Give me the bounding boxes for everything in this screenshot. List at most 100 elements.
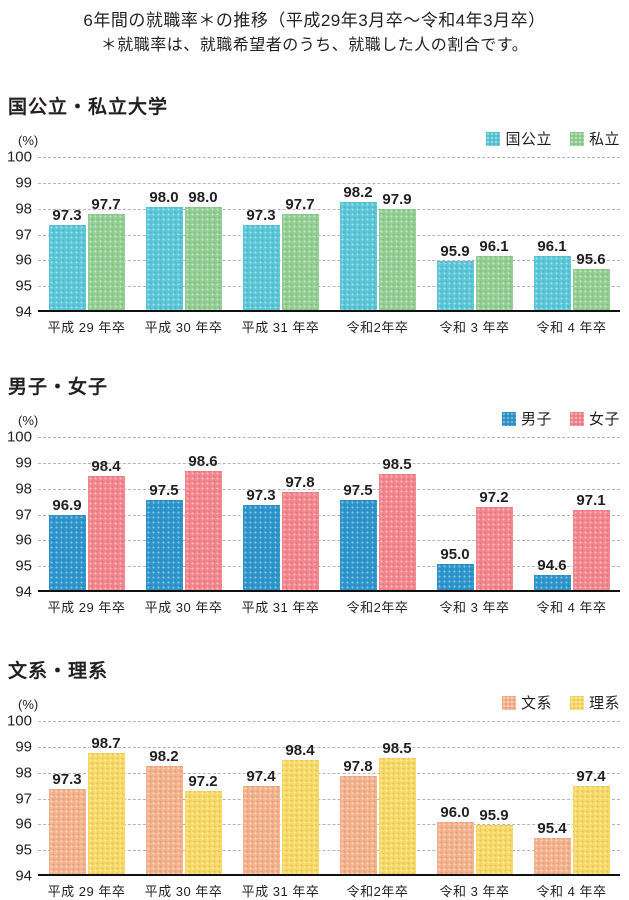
bar: 96.1 (475, 239, 513, 310)
bar-value-label: 98.4 (285, 742, 315, 760)
bar-value-label: 94.6 (537, 556, 567, 574)
x-category-label: 令和 4 年卒 (536, 884, 607, 899)
bar-group: 96.1 95.6 (523, 157, 620, 310)
y-tick-label: 94 (15, 303, 32, 321)
y-tick-label: 96 (15, 251, 32, 269)
x-category-label: 令和2年卒 (346, 884, 409, 899)
y-tick-label: 94 (15, 583, 32, 601)
bar-group: 97.5 98.6 (135, 437, 232, 590)
bar-value-label: 97.5 (343, 481, 373, 499)
x-category-label: 令和 4 年卒 (536, 600, 607, 615)
legend-label: 男子 (520, 411, 552, 428)
bar: 96.0 (436, 805, 474, 874)
bar-group: 95.9 96.1 (426, 157, 523, 310)
bar-value-label: 97.3 (246, 206, 276, 224)
bar-value-label: 95.9 (479, 806, 509, 824)
bar: 98.0 (184, 190, 222, 310)
bar-value-label: 97.2 (479, 489, 509, 507)
gridline (38, 514, 620, 516)
bar-groups: 97.3 98.7 98.2 97.2 97.4 98.4 97.8 98.5 96.0 95.9… (38, 721, 620, 874)
bar-value-label: 98.2 (343, 183, 373, 201)
bar: 97.7 (281, 197, 319, 310)
x-category-label: 令和 3 年卒 (439, 884, 510, 899)
bar-group: 95.4 97.4 (523, 721, 620, 874)
bar-group: 97.3 97.7 (38, 157, 135, 310)
y-tick-label: 95 (15, 841, 32, 859)
legend-label: 私立 (588, 131, 620, 148)
y-tick-label: 98 (15, 480, 32, 498)
legend-item: 国公立 (486, 128, 552, 149)
gridline (38, 437, 620, 438)
chart-section-humanities-sciences: 文系・理系 (%) 文系 理系 100 99 98 97 96 95 94 97.3 98.7 98… (0, 656, 629, 900)
bar-value-label: 98.2 (149, 747, 179, 765)
gridline (38, 772, 620, 774)
bar-value-label: 96.0 (440, 804, 470, 822)
x-category-label: 平成 30 年卒 (144, 884, 223, 899)
y-axis-unit-label: (%) (18, 697, 39, 712)
bar: 97.3 (242, 488, 280, 590)
bar: 97.5 (339, 483, 377, 590)
legend-item: 女子 (569, 408, 620, 429)
x-category-label: 令和 3 年卒 (439, 320, 510, 335)
bar-value-label: 98.7 (91, 734, 121, 752)
gridline (38, 798, 620, 800)
chart-title: 文系・理系 (8, 661, 109, 682)
bar-value-label: 98.6 (188, 453, 218, 471)
bar-value-label: 98.5 (382, 455, 412, 473)
bar: 97.3 (242, 208, 280, 310)
bar-value-label: 95.9 (440, 242, 470, 260)
plot-wrap: 100 99 98 97 96 95 94 96.9 98.4 97.5 98.6 97.3 97.8 9… (7, 430, 620, 600)
legend-swatch-icon (486, 131, 501, 146)
chart-meta-row: (%) 国公立 私立 (18, 127, 620, 149)
bar: 94.6 (533, 558, 571, 590)
bar-value-label: 97.2 (188, 773, 218, 791)
gridline (38, 746, 620, 748)
y-tick-label: 98 (15, 200, 32, 218)
y-axis-unit-label: (%) (18, 413, 39, 428)
bar: 95.0 (436, 547, 474, 590)
chart-title: 国公立・私立大学 (8, 97, 169, 118)
bar-value-label: 97.4 (576, 768, 606, 786)
x-category-label: 平成 31 年卒 (241, 884, 320, 899)
bar: 98.5 (378, 457, 416, 590)
bar: 97.2 (184, 774, 222, 874)
x-category-label: 平成 30 年卒 (144, 320, 223, 335)
plot-area: 100 99 98 97 96 95 94 97.3 98.7 98.2 97.2 97.4 98.4 9… (7, 714, 620, 884)
bar: 95.9 (436, 244, 474, 310)
legend-item: 男子 (501, 408, 552, 429)
gridline (38, 260, 620, 262)
x-category-label: 平成 29 年卒 (47, 600, 126, 615)
bar-value-label: 97.4 (246, 768, 276, 786)
x-category-label: 令和2年卒 (346, 600, 409, 615)
bar-group: 96.0 95.9 (426, 721, 523, 874)
legend-item: 私立 (569, 128, 620, 149)
y-tick-label: 96 (15, 531, 32, 549)
bar-value-label: 97.8 (285, 473, 315, 491)
bar-value-label: 97.8 (343, 757, 373, 775)
gridline (38, 286, 620, 288)
bar: 97.3 (48, 208, 86, 310)
bar: 97.4 (572, 769, 610, 874)
legend-swatch-icon (501, 411, 516, 426)
bar: 95.4 (533, 821, 571, 874)
chart-title: 男子・女子 (8, 377, 109, 398)
bar: 96.1 (533, 239, 571, 310)
legend-label: 理系 (588, 695, 620, 712)
bar-group: 97.5 98.5 (329, 437, 426, 590)
bar-value-label: 97.7 (285, 196, 315, 214)
x-category-label: 平成 30 年卒 (144, 600, 223, 615)
y-tick-label: 99 (15, 738, 32, 756)
chart-section-national-private: 国公立・私立大学 (%) 国公立 私立 100 99 98 97 96 95 94 97.3 97… (0, 92, 629, 336)
bar-groups: 97.3 97.7 98.0 98.0 97.3 97.7 98.2 97.9 95.9 96.1… (38, 157, 620, 310)
bar-value-label: 97.3 (246, 486, 276, 504)
bar-group: 97.3 97.7 (232, 157, 329, 310)
bar: 96.9 (48, 498, 86, 590)
bar: 97.4 (242, 769, 280, 874)
bar-value-label: 95.0 (440, 546, 470, 564)
bar-value-label: 95.6 (576, 250, 606, 268)
bar-value-label: 96.1 (479, 237, 509, 255)
legend-swatch-icon (569, 411, 584, 426)
x-category-label: 平成 31 年卒 (241, 320, 320, 335)
bar: 97.7 (87, 197, 125, 310)
bar-group: 97.4 98.4 (232, 721, 329, 874)
